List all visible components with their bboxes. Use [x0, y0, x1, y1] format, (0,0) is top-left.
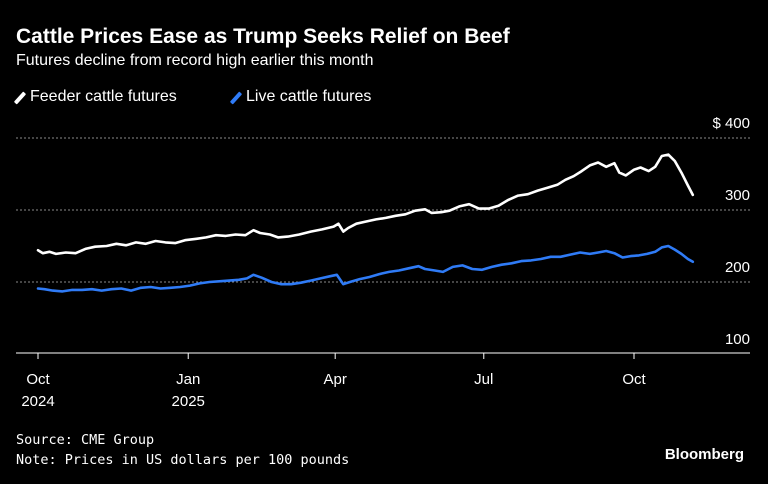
x-tick-label-3: Jul	[474, 371, 493, 388]
y-tick-label-100: 100	[725, 331, 750, 348]
x-tick-label-1: Jan	[176, 371, 200, 388]
series-line-feeder	[36, 153, 695, 256]
units-note: Note: Prices in US dollars per 100 pound…	[16, 452, 350, 468]
x-tick-label-2: Apr	[324, 371, 347, 388]
x-tick-label-0: Oct	[26, 371, 50, 388]
bloomberg-logo: Bloomberg	[664, 446, 744, 463]
series-line-live	[36, 244, 695, 293]
x-tick-year-1: 2025	[172, 393, 205, 410]
source-note: Source: CME Group	[16, 432, 155, 448]
y-tick-label-200: 200	[725, 259, 750, 276]
legend-label-live: Live cattle futures	[246, 88, 372, 105]
x-tick-label-4: Oct	[622, 371, 646, 388]
legend-label-feeder: Feeder cattle futures	[30, 88, 177, 105]
chart-title: Cattle Prices Ease as Trump Seeks Relief…	[16, 25, 510, 48]
chart-subtitle: Futures decline from record high earlier…	[16, 52, 374, 69]
x-tick-year-0: 2024	[21, 393, 54, 410]
y-tick-label-300: 300	[725, 187, 750, 204]
y-tick-label-400: $ 400	[712, 115, 750, 132]
